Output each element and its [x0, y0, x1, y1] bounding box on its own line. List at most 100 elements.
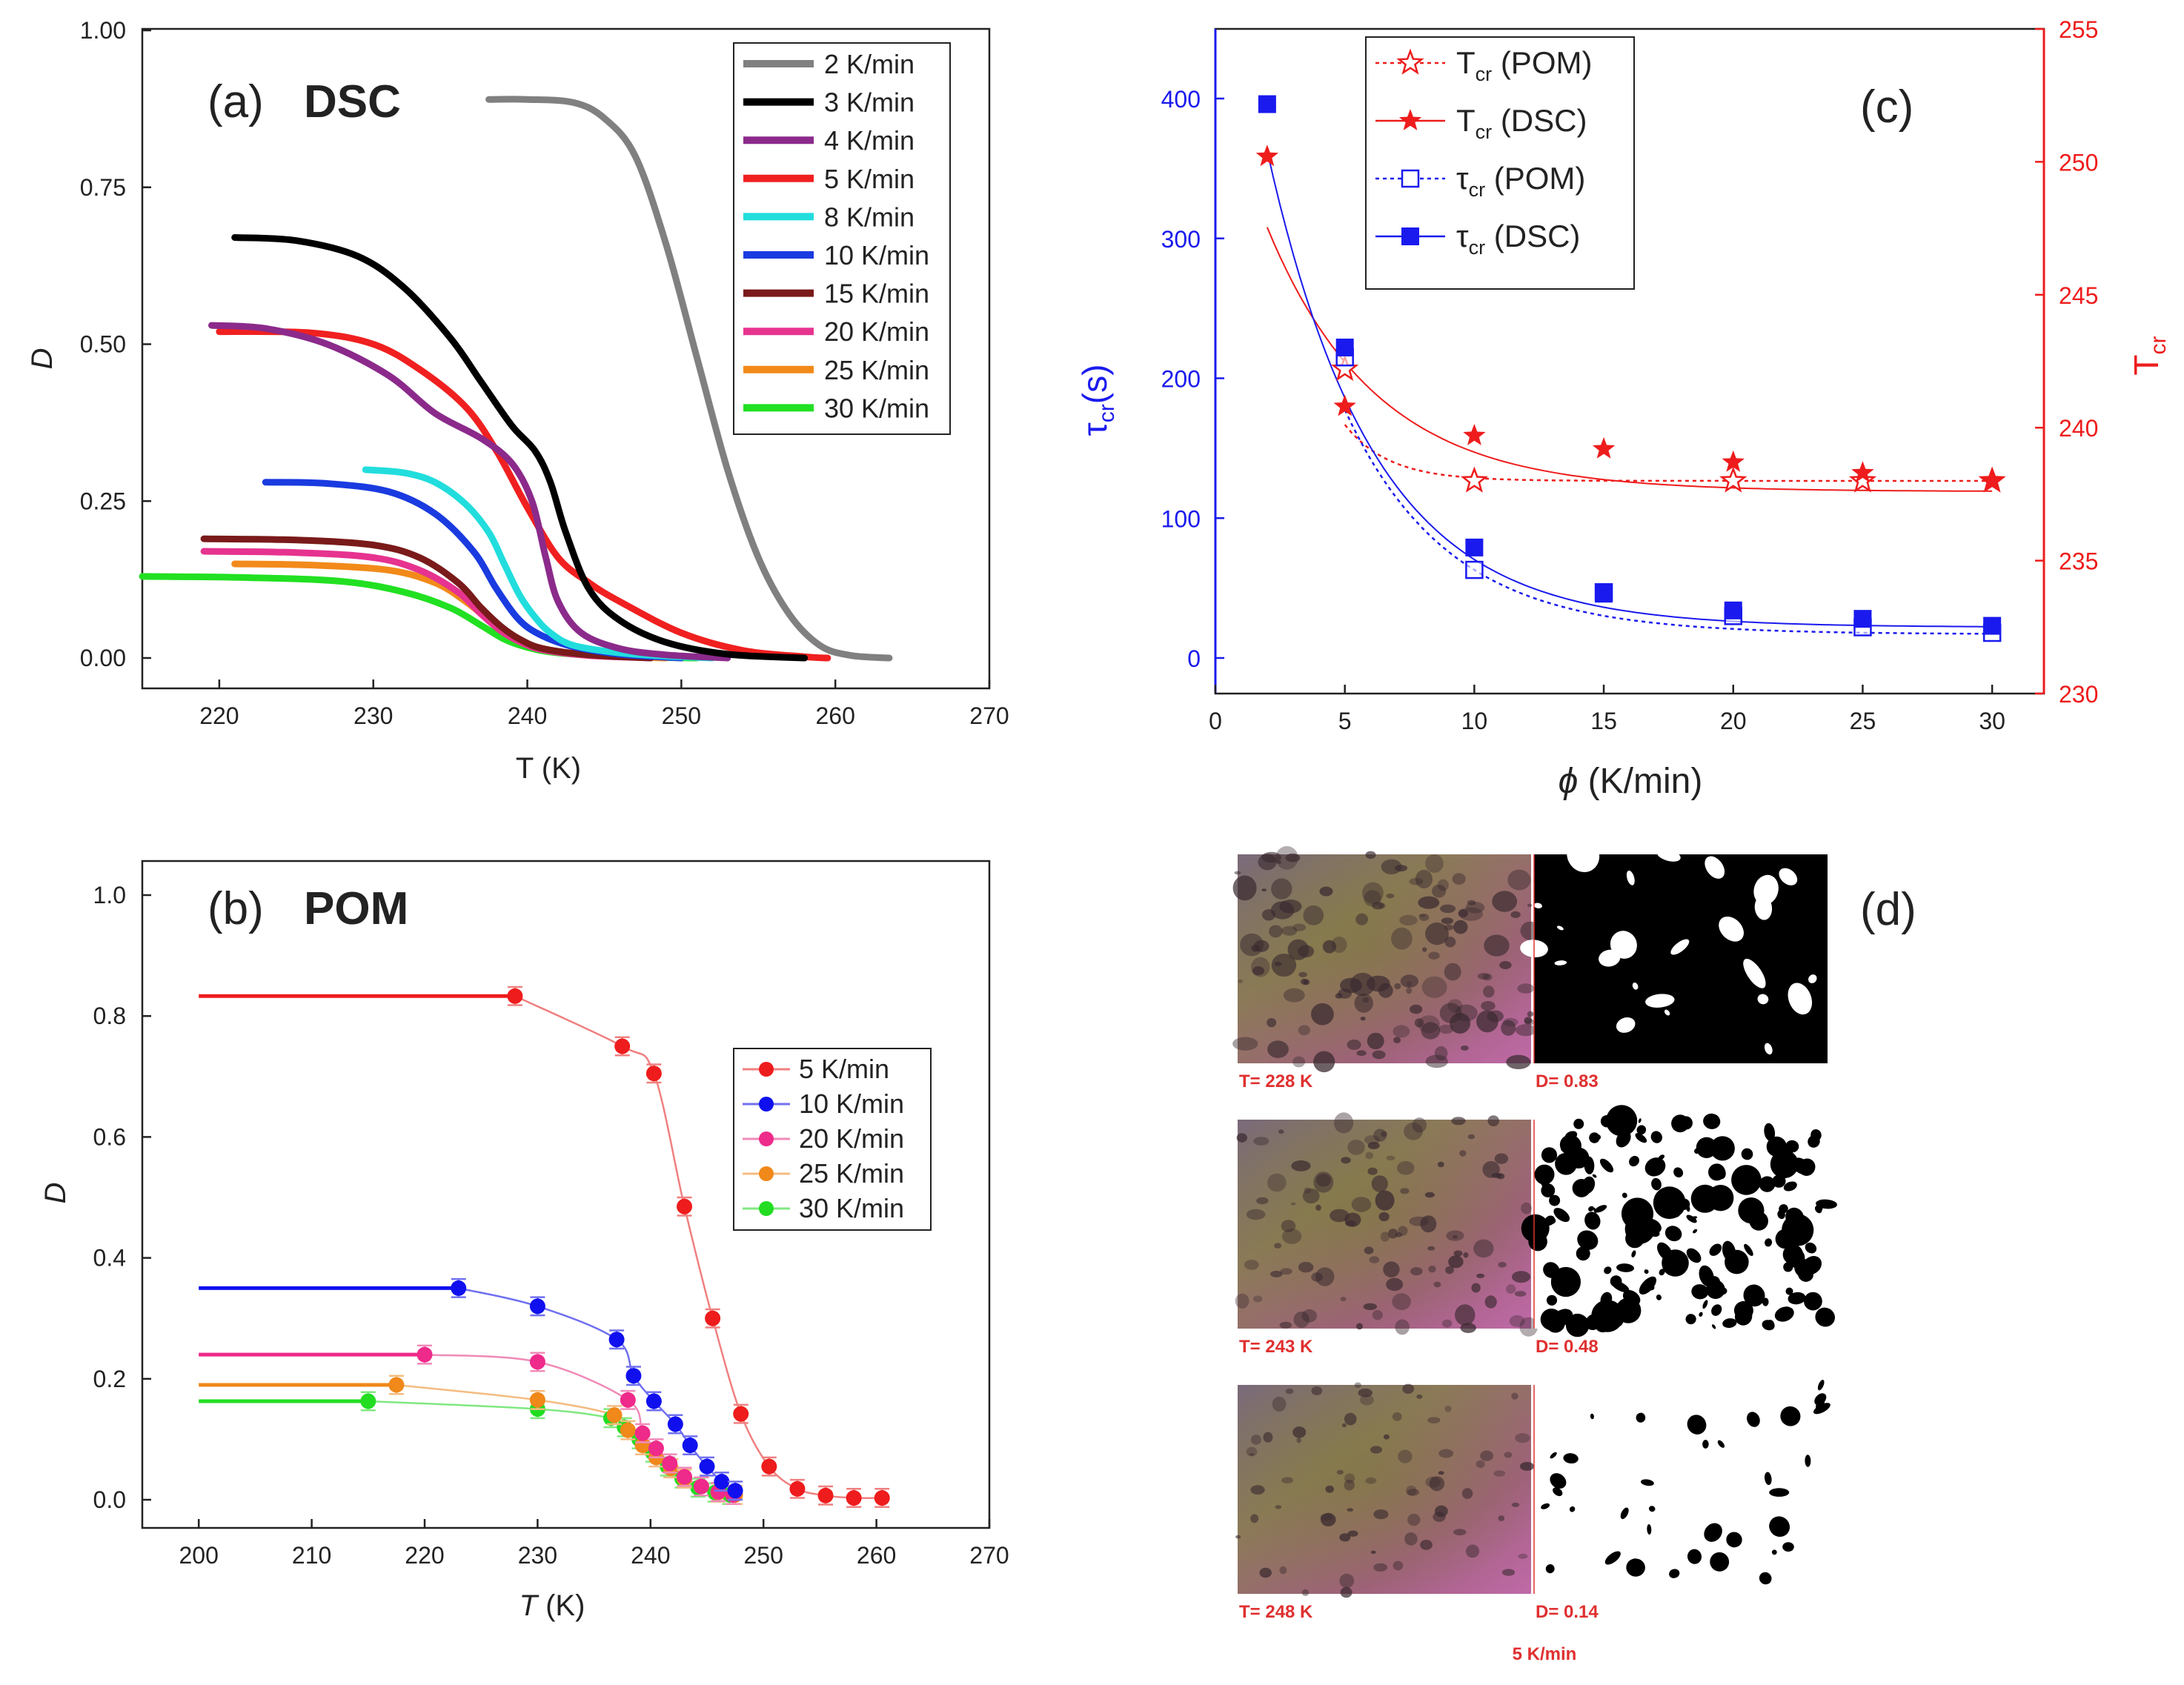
micrograph-spot [1402, 1383, 1415, 1395]
micrograph-spot [1487, 1010, 1504, 1023]
b-ytick-label: 1.0 [93, 882, 126, 908]
micrograph-spot [1321, 1512, 1336, 1526]
micrograph-spot [1292, 1426, 1307, 1438]
binary-blob [1705, 856, 1725, 879]
micrograph-spot [1517, 983, 1535, 994]
binary-blob [1813, 1403, 1830, 1415]
panel-c-y-label-left-sub: cr [1095, 404, 1119, 422]
micrograph-spot [1355, 913, 1368, 925]
panel-a-frame [141, 27, 991, 690]
micrograph-spot [1407, 1513, 1421, 1526]
micrograph-spot [1267, 1017, 1277, 1028]
micrograph-spot [1356, 1323, 1363, 1330]
micrograph-spot [1444, 963, 1461, 981]
b-legend-marker [759, 1166, 774, 1181]
binary-blob [1616, 1297, 1642, 1323]
binary-blob [1711, 1304, 1722, 1316]
b-ytick-label: 0.4 [93, 1245, 126, 1272]
binary-blob [1783, 1181, 1797, 1192]
micrograph-spot [1421, 1022, 1441, 1040]
micrograph-spot [1407, 981, 1413, 987]
binary-blob [1726, 1532, 1742, 1548]
micrograph-spot [1252, 966, 1264, 976]
micrograph-spot [1460, 1045, 1469, 1051]
micrograph-spot [1386, 893, 1395, 899]
binary-blob [1802, 1256, 1822, 1275]
micrograph-spot [1425, 923, 1449, 945]
b-data-point [645, 1393, 662, 1409]
binary-blob [1743, 1284, 1765, 1307]
c-legend-label-main: T [1456, 45, 1476, 80]
c-data-point [1465, 538, 1484, 556]
b-data-point [662, 1455, 678, 1472]
binary-blob [1590, 1413, 1594, 1420]
binary-blob [1743, 958, 1766, 988]
panel-a-x-ticks: 220 230 240 250 260 270 [199, 679, 1009, 729]
micrograph-image [1235, 1112, 1538, 1337]
micrograph-spot [1258, 854, 1277, 871]
micrograph-image [1235, 1382, 1535, 1598]
micrograph-spot [1484, 1295, 1497, 1309]
binary-blob [1699, 1265, 1714, 1287]
binary-d-label: D= 0.48 [1536, 1337, 1599, 1357]
micrograph-spot [1412, 1117, 1427, 1133]
micrograph-spot [1409, 877, 1424, 885]
b-data-point [705, 1310, 721, 1326]
micrograph-spot [1452, 1234, 1458, 1239]
c-fit-line [1266, 227, 1993, 492]
micrograph-spot [1498, 1262, 1507, 1268]
micrograph-spot [1387, 1229, 1398, 1239]
micrograph-spot [1406, 1485, 1417, 1496]
binary-blob [1553, 1487, 1563, 1497]
binary-blob [1599, 1158, 1614, 1173]
panel-d: (d) T= 228 K D= 0.83 T= 243 K D= 0.48 T= 248… [1232, 837, 1916, 1664]
binary-blob [1757, 994, 1769, 1005]
binary-blob [1573, 1118, 1584, 1129]
micrograph-spot [1494, 1153, 1509, 1164]
micrograph-spot [1392, 1412, 1402, 1421]
binary-blob [1563, 1453, 1579, 1464]
binary-blob [1528, 1232, 1547, 1252]
micrograph-spot [1404, 1123, 1423, 1140]
micrograph-spot [1441, 917, 1454, 925]
micrograph-spot [1330, 1209, 1350, 1223]
binary-blob [1788, 983, 1813, 1015]
micrograph-spot [1240, 933, 1264, 957]
b-legend-marker [759, 1097, 774, 1111]
binary-blob [1576, 1246, 1590, 1261]
micrograph-spot [1514, 1291, 1527, 1297]
binary-blob [1569, 1506, 1576, 1512]
c-right-ytick-label: 240 [2059, 415, 2098, 442]
binary-blob [1747, 1412, 1760, 1427]
micrograph-spot [1418, 1015, 1440, 1034]
binary-d-label: D= 0.83 [1536, 1071, 1599, 1091]
b-xtick-label: 260 [857, 1542, 896, 1569]
micrograph-temperature-label: T= 243 K [1239, 1337, 1313, 1357]
binary-blob [1560, 1147, 1565, 1152]
binary-blob [1782, 1214, 1814, 1246]
c-xtick-label: 5 [1338, 708, 1352, 734]
binary-blob [1706, 1280, 1725, 1299]
micrograph-spot [1396, 1161, 1415, 1175]
micrograph-spot [1438, 1449, 1454, 1458]
binary-blob [1638, 1118, 1642, 1123]
binary-blob [1690, 1216, 1698, 1220]
binary-blob [1709, 1243, 1722, 1256]
b-data-point [648, 1440, 664, 1457]
micrograph-spot [1274, 1243, 1282, 1249]
micrograph-spot [1435, 1505, 1448, 1518]
micrograph-spot [1524, 1017, 1533, 1024]
binary-blob [1744, 1243, 1753, 1256]
micrograph-spot [1493, 1470, 1506, 1477]
b-data-point [733, 1406, 749, 1422]
a-xtick-label: 260 [815, 702, 854, 729]
b-xtick-label: 230 [518, 1542, 557, 1569]
c-legend-label-main: τ [1456, 219, 1469, 253]
binary-blob [1553, 1208, 1570, 1223]
a-xtick-label: 250 [662, 702, 701, 729]
panel-a: 220 230 240 250 260 270 0.000.250.500.751.00 … [26, 17, 1009, 785]
binary-blob [1541, 1183, 1556, 1197]
a-series-line [208, 322, 731, 662]
micrograph-spot [1249, 1453, 1254, 1456]
b-data-point [416, 1346, 433, 1363]
